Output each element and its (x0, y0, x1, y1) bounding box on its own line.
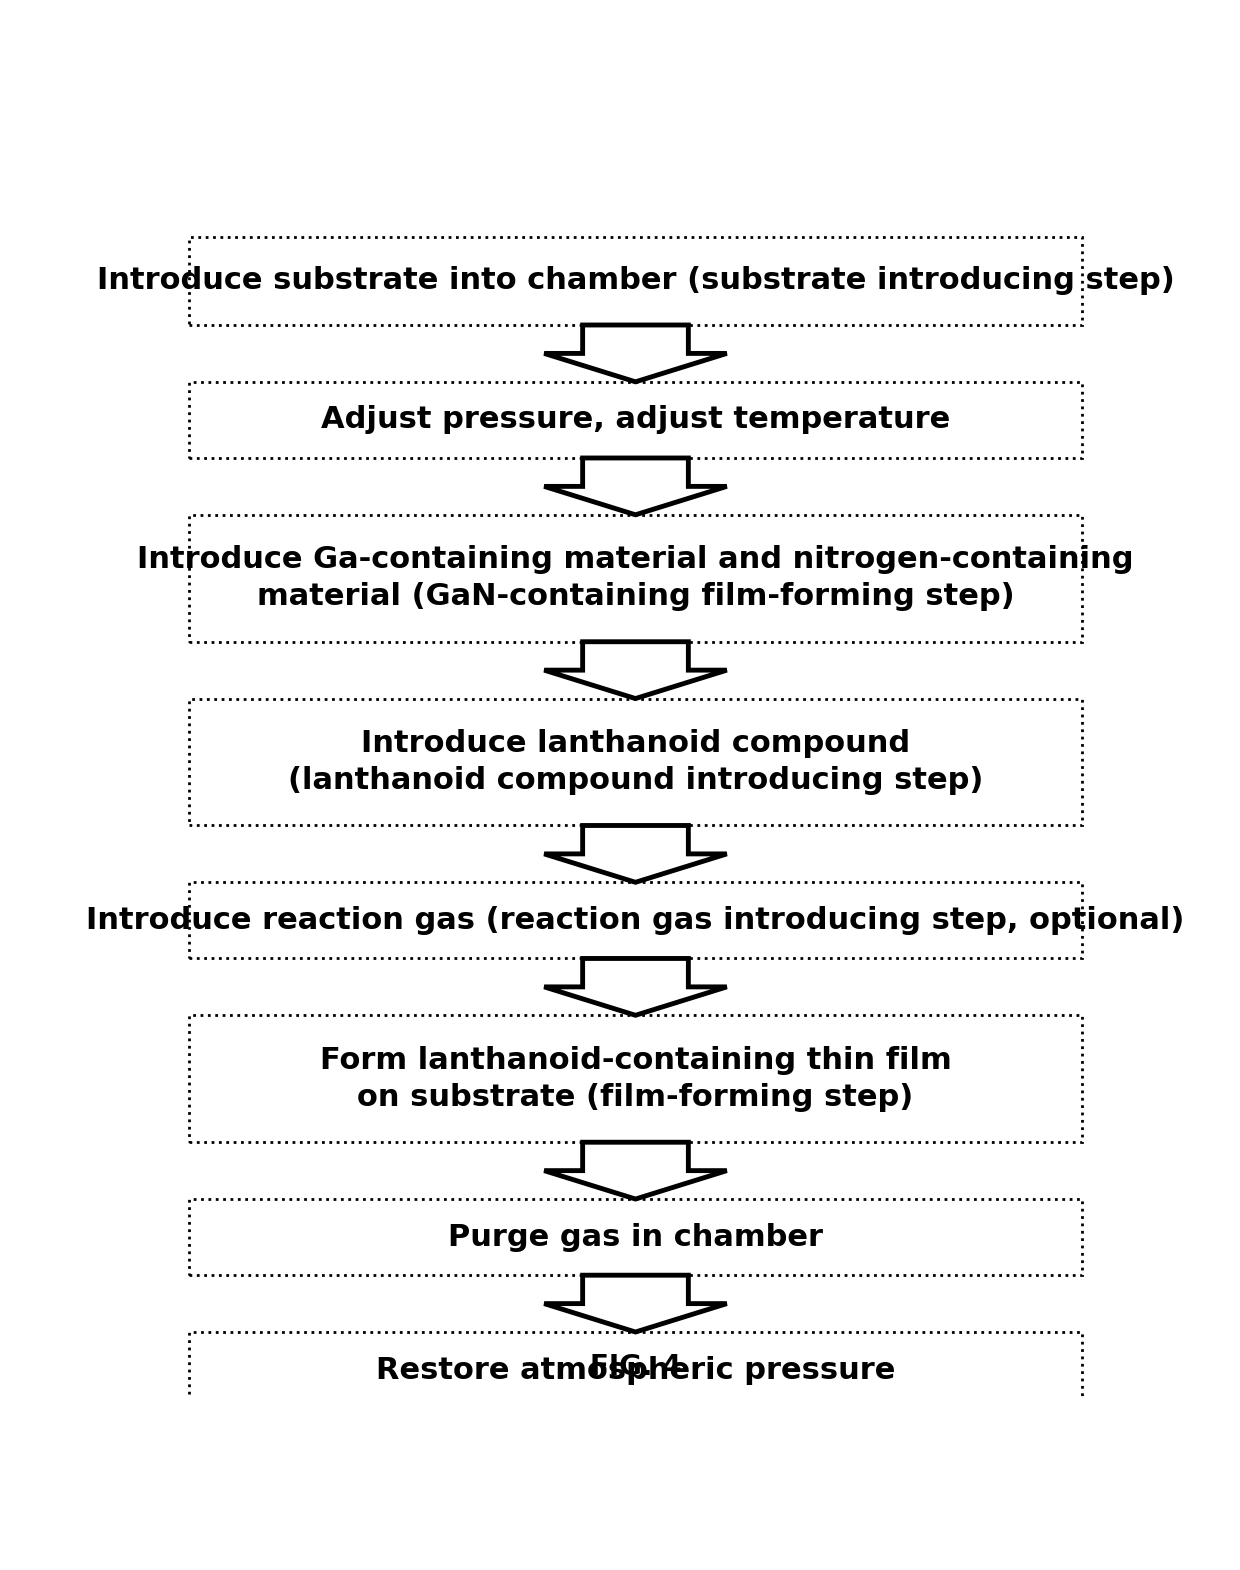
Text: Introduce Ga-containing material and nitrogen-containing
material (GaN-containin: Introduce Ga-containing material and nit… (138, 545, 1133, 611)
Polygon shape (544, 958, 727, 1016)
Bar (188, 882, 1083, 958)
Polygon shape (544, 1275, 727, 1331)
Text: Introduce lanthanoid compound
(lanthanoid compound introducing step): Introduce lanthanoid compound (lanthanoi… (288, 728, 983, 794)
Text: FIG. 4: FIG. 4 (590, 1353, 681, 1382)
Polygon shape (544, 1143, 727, 1199)
Bar (188, 515, 1083, 642)
Bar (188, 1331, 1083, 1408)
Polygon shape (544, 458, 727, 515)
Polygon shape (544, 325, 727, 382)
Polygon shape (544, 826, 727, 882)
Bar (188, 699, 1083, 826)
Bar (188, 382, 1083, 458)
Text: Adjust pressure, adjust temperature: Adjust pressure, adjust temperature (321, 405, 950, 435)
Bar (188, 1016, 1083, 1143)
Bar (188, 1199, 1083, 1275)
Text: Form lanthanoid-containing thin film
on substrate (film-forming step): Form lanthanoid-containing thin film on … (320, 1046, 951, 1112)
Polygon shape (544, 642, 727, 699)
Bar (188, 237, 1083, 325)
Text: Introduce substrate into chamber (substrate introducing step): Introduce substrate into chamber (substr… (97, 267, 1174, 295)
Text: Purge gas in chamber: Purge gas in chamber (448, 1223, 823, 1251)
Text: Restore atmospheric pressure: Restore atmospheric pressure (376, 1355, 895, 1385)
Text: Introduce reaction gas (reaction gas introducing step, optional): Introduce reaction gas (reaction gas int… (87, 906, 1184, 934)
